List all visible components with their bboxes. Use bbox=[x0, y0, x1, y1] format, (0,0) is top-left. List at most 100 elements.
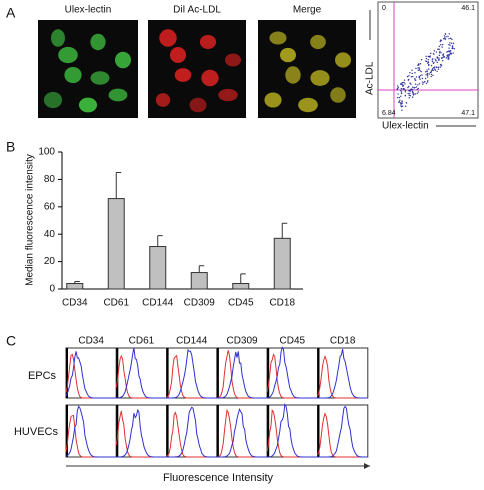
flow-dot bbox=[405, 102, 408, 104]
flow-dot bbox=[414, 78, 416, 80]
flow-dot bbox=[417, 87, 419, 90]
bar bbox=[149, 246, 167, 290]
cell bbox=[310, 34, 326, 50]
flow-dot bbox=[438, 45, 441, 48]
column-label: CD144 bbox=[176, 336, 208, 347]
flow-dot bbox=[400, 92, 403, 95]
flow-dot bbox=[397, 97, 399, 99]
flow-dot bbox=[430, 75, 432, 78]
flow-dot bbox=[449, 42, 451, 44]
flow-dot bbox=[438, 52, 441, 54]
flow-dot bbox=[416, 92, 418, 95]
flow-dot bbox=[435, 66, 438, 69]
flow-dot bbox=[398, 96, 401, 99]
flow-dot bbox=[407, 92, 409, 95]
axis-label: Ac-LDL bbox=[365, 61, 376, 95]
flow-dot bbox=[425, 74, 427, 76]
flow-dot bbox=[408, 75, 410, 77]
flow-dot bbox=[430, 73, 433, 76]
flow-dot bbox=[452, 52, 454, 54]
flow-dot bbox=[451, 38, 453, 41]
x-tick-label: CD144 bbox=[142, 298, 174, 309]
flow-dot bbox=[409, 92, 411, 95]
cell bbox=[225, 53, 241, 67]
flow-dot bbox=[449, 52, 451, 55]
x-tick-label: CD309 bbox=[184, 298, 216, 309]
x-tick-label: CD61 bbox=[103, 298, 129, 309]
flow-dot bbox=[433, 68, 436, 70]
flow-dot bbox=[414, 79, 416, 81]
flow-dot bbox=[418, 68, 421, 70]
flow-dot bbox=[400, 95, 402, 97]
cell bbox=[335, 52, 351, 68]
flow-dot bbox=[409, 72, 411, 74]
flow-dots bbox=[396, 33, 455, 111]
flow-dot bbox=[429, 56, 431, 58]
histogram-frame bbox=[65, 347, 117, 399]
cell bbox=[310, 70, 330, 86]
y-tick-label: 100 bbox=[38, 147, 55, 158]
flow-dot bbox=[402, 88, 405, 90]
flow-dot bbox=[418, 67, 420, 69]
flow-dot bbox=[432, 69, 434, 72]
flow-dot bbox=[451, 45, 454, 47]
column-label: CD34 bbox=[78, 336, 104, 347]
flow-dot bbox=[401, 109, 403, 111]
flow-dot bbox=[444, 38, 446, 40]
flow-dot bbox=[436, 61, 438, 64]
x-tick-label: CD45 bbox=[228, 298, 254, 309]
flow-dot bbox=[432, 53, 435, 55]
flow-dot bbox=[410, 83, 412, 86]
flow-dot bbox=[437, 66, 439, 69]
marker-curve bbox=[65, 405, 117, 458]
flow-dot bbox=[448, 54, 450, 56]
error-bar bbox=[198, 265, 205, 273]
flow-dot bbox=[412, 91, 414, 93]
flow-dot bbox=[436, 70, 438, 73]
bar bbox=[107, 198, 125, 290]
flow-dot bbox=[440, 65, 443, 67]
histogram-frame bbox=[166, 404, 218, 458]
flow-dot bbox=[414, 83, 417, 85]
flow-dot bbox=[426, 76, 429, 78]
flow-dot bbox=[424, 77, 427, 80]
cell bbox=[43, 91, 63, 109]
flow-dot bbox=[404, 105, 407, 107]
flow-dot bbox=[435, 59, 437, 62]
flow-dot bbox=[426, 70, 428, 73]
flow-dot bbox=[448, 57, 450, 59]
flow-dot bbox=[397, 86, 400, 89]
y-tick-label: 20 bbox=[44, 256, 56, 267]
flow-dot bbox=[441, 60, 444, 62]
flow-dot bbox=[421, 77, 424, 80]
flow-dot bbox=[398, 101, 400, 103]
y-tick-label: 80 bbox=[44, 174, 56, 185]
flow-dot bbox=[434, 58, 436, 60]
flow-dot bbox=[446, 51, 448, 53]
flow-dot bbox=[432, 74, 434, 77]
flow-dot bbox=[400, 89, 402, 92]
flow-dot bbox=[447, 58, 449, 60]
flow-dot bbox=[425, 55, 427, 57]
flow-dot bbox=[449, 37, 452, 40]
flow-dot bbox=[404, 94, 407, 97]
y-tick-label: 0 bbox=[49, 284, 55, 295]
flow-dot bbox=[417, 91, 420, 93]
quadrant-value: 46.1 bbox=[461, 5, 475, 12]
flow-dot bbox=[425, 57, 428, 60]
flow-dot bbox=[409, 95, 411, 97]
cell bbox=[78, 97, 98, 113]
row-label: HUVECs bbox=[14, 426, 59, 438]
image-title: Merge bbox=[293, 5, 322, 16]
flow-dot bbox=[428, 73, 430, 75]
flow-dot bbox=[430, 71, 432, 73]
error-bar bbox=[240, 273, 246, 284]
marker-curve bbox=[166, 406, 217, 458]
y-axis-label: Median fluorescence intensity bbox=[25, 154, 36, 286]
flow-dot bbox=[408, 89, 411, 92]
marker-curve bbox=[317, 349, 368, 399]
error-bar bbox=[115, 172, 122, 199]
flow-dot bbox=[449, 49, 452, 52]
histogram-frame bbox=[317, 404, 369, 458]
